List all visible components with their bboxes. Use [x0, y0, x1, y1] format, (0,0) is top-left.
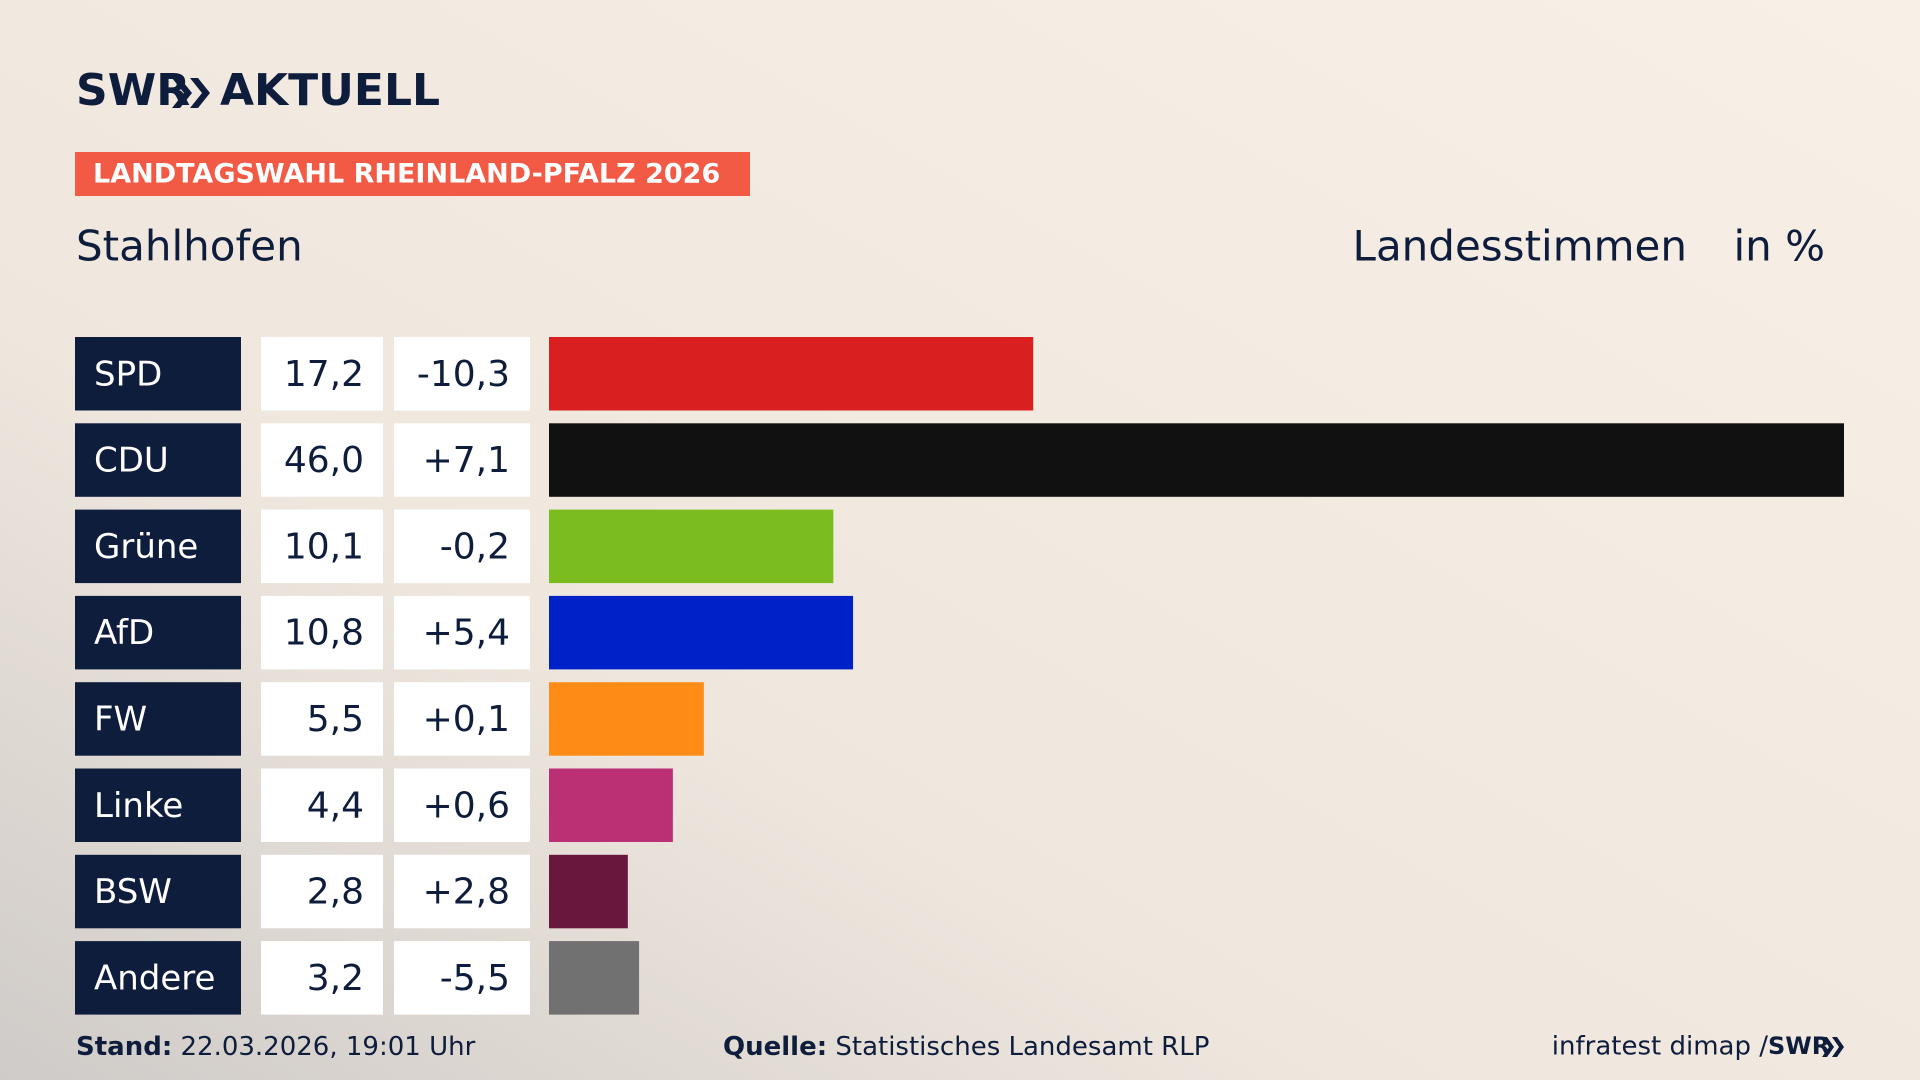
value-caption: Landesstimmen [1353, 222, 1687, 271]
bar [549, 595, 854, 670]
source-label: Quelle: [723, 1032, 827, 1062]
bar [549, 337, 1034, 411]
stand-label: Stand: [76, 1032, 172, 1062]
party-box [75, 423, 241, 497]
party-label: SPD [94, 354, 162, 394]
change-label: +2,8 [423, 872, 510, 913]
change-box [394, 595, 530, 670]
value-label: 3,2 [307, 958, 364, 999]
banner [75, 152, 750, 196]
party-label: AfD [94, 613, 154, 653]
change-box [394, 768, 530, 842]
logo-chevrons [172, 78, 210, 108]
credit: infratest dimap / [1552, 1032, 1768, 1062]
value-label: 5,5 [307, 699, 364, 740]
party-box [75, 941, 241, 1015]
value-label: 10,1 [284, 526, 364, 567]
change-box [394, 509, 530, 584]
party-label: CDU [94, 441, 169, 481]
footer-stand: Stand: 22.03.2026, 19:01 Uhr [76, 1032, 476, 1062]
credit-logo: SWR [1768, 1032, 1830, 1060]
value-box [261, 768, 383, 842]
value-box [261, 941, 383, 1015]
value-label: 46,0 [284, 440, 364, 481]
party-label: BSW [94, 872, 172, 912]
value-box [261, 509, 383, 584]
bar [549, 509, 834, 584]
change-label: +5,4 [423, 613, 510, 654]
value-box [261, 337, 383, 411]
source: Statistisches Landesamt RLP [835, 1032, 1209, 1062]
change-box [394, 682, 530, 756]
value-label: 17,2 [284, 354, 364, 395]
change-label: +0,6 [423, 785, 510, 826]
bar [549, 854, 628, 929]
party-label: Grüne [94, 527, 198, 567]
change-label: -5,5 [440, 958, 510, 999]
party-box [75, 337, 241, 411]
party-box [75, 595, 241, 670]
party-box [75, 509, 241, 584]
credit-chevrons [1822, 1037, 1844, 1057]
value-box [261, 423, 383, 497]
value-box [261, 682, 383, 756]
change-label: +0,1 [423, 699, 510, 740]
unit-caption: in % [1733, 222, 1825, 271]
value-label: 10,8 [284, 613, 364, 654]
change-box [394, 941, 530, 1015]
party-box [75, 682, 241, 756]
party-box [75, 768, 241, 842]
bar [549, 768, 673, 842]
value-label: 2,8 [307, 872, 364, 913]
bar [549, 423, 1844, 497]
party-box [75, 854, 241, 929]
party-label: Andere [94, 958, 215, 998]
change-box [394, 854, 530, 929]
change-box [394, 337, 530, 411]
bar [549, 941, 640, 1015]
footer-source: Quelle: Statistisches Landesamt RLP [723, 1032, 1209, 1062]
value-label: 4,4 [307, 785, 364, 826]
change-label: +7,1 [423, 440, 510, 481]
logo: AKTUELL [220, 65, 440, 116]
bar [549, 682, 704, 756]
value-box [261, 595, 383, 670]
party-label: FW [94, 699, 147, 739]
change-label: -0,2 [440, 526, 510, 567]
chart-title: Stahlhofen [76, 222, 303, 271]
logo: SWR [76, 65, 190, 116]
stand: 22.03.2026, 19:01 Uhr [180, 1032, 475, 1062]
change-box [394, 423, 530, 497]
value-box [261, 854, 383, 929]
banner-text: LANDTAGSWAHL RHEINLAND-PFALZ 2026 [93, 159, 720, 190]
party-label: Linke [94, 786, 183, 826]
change-label: -10,3 [417, 354, 510, 395]
